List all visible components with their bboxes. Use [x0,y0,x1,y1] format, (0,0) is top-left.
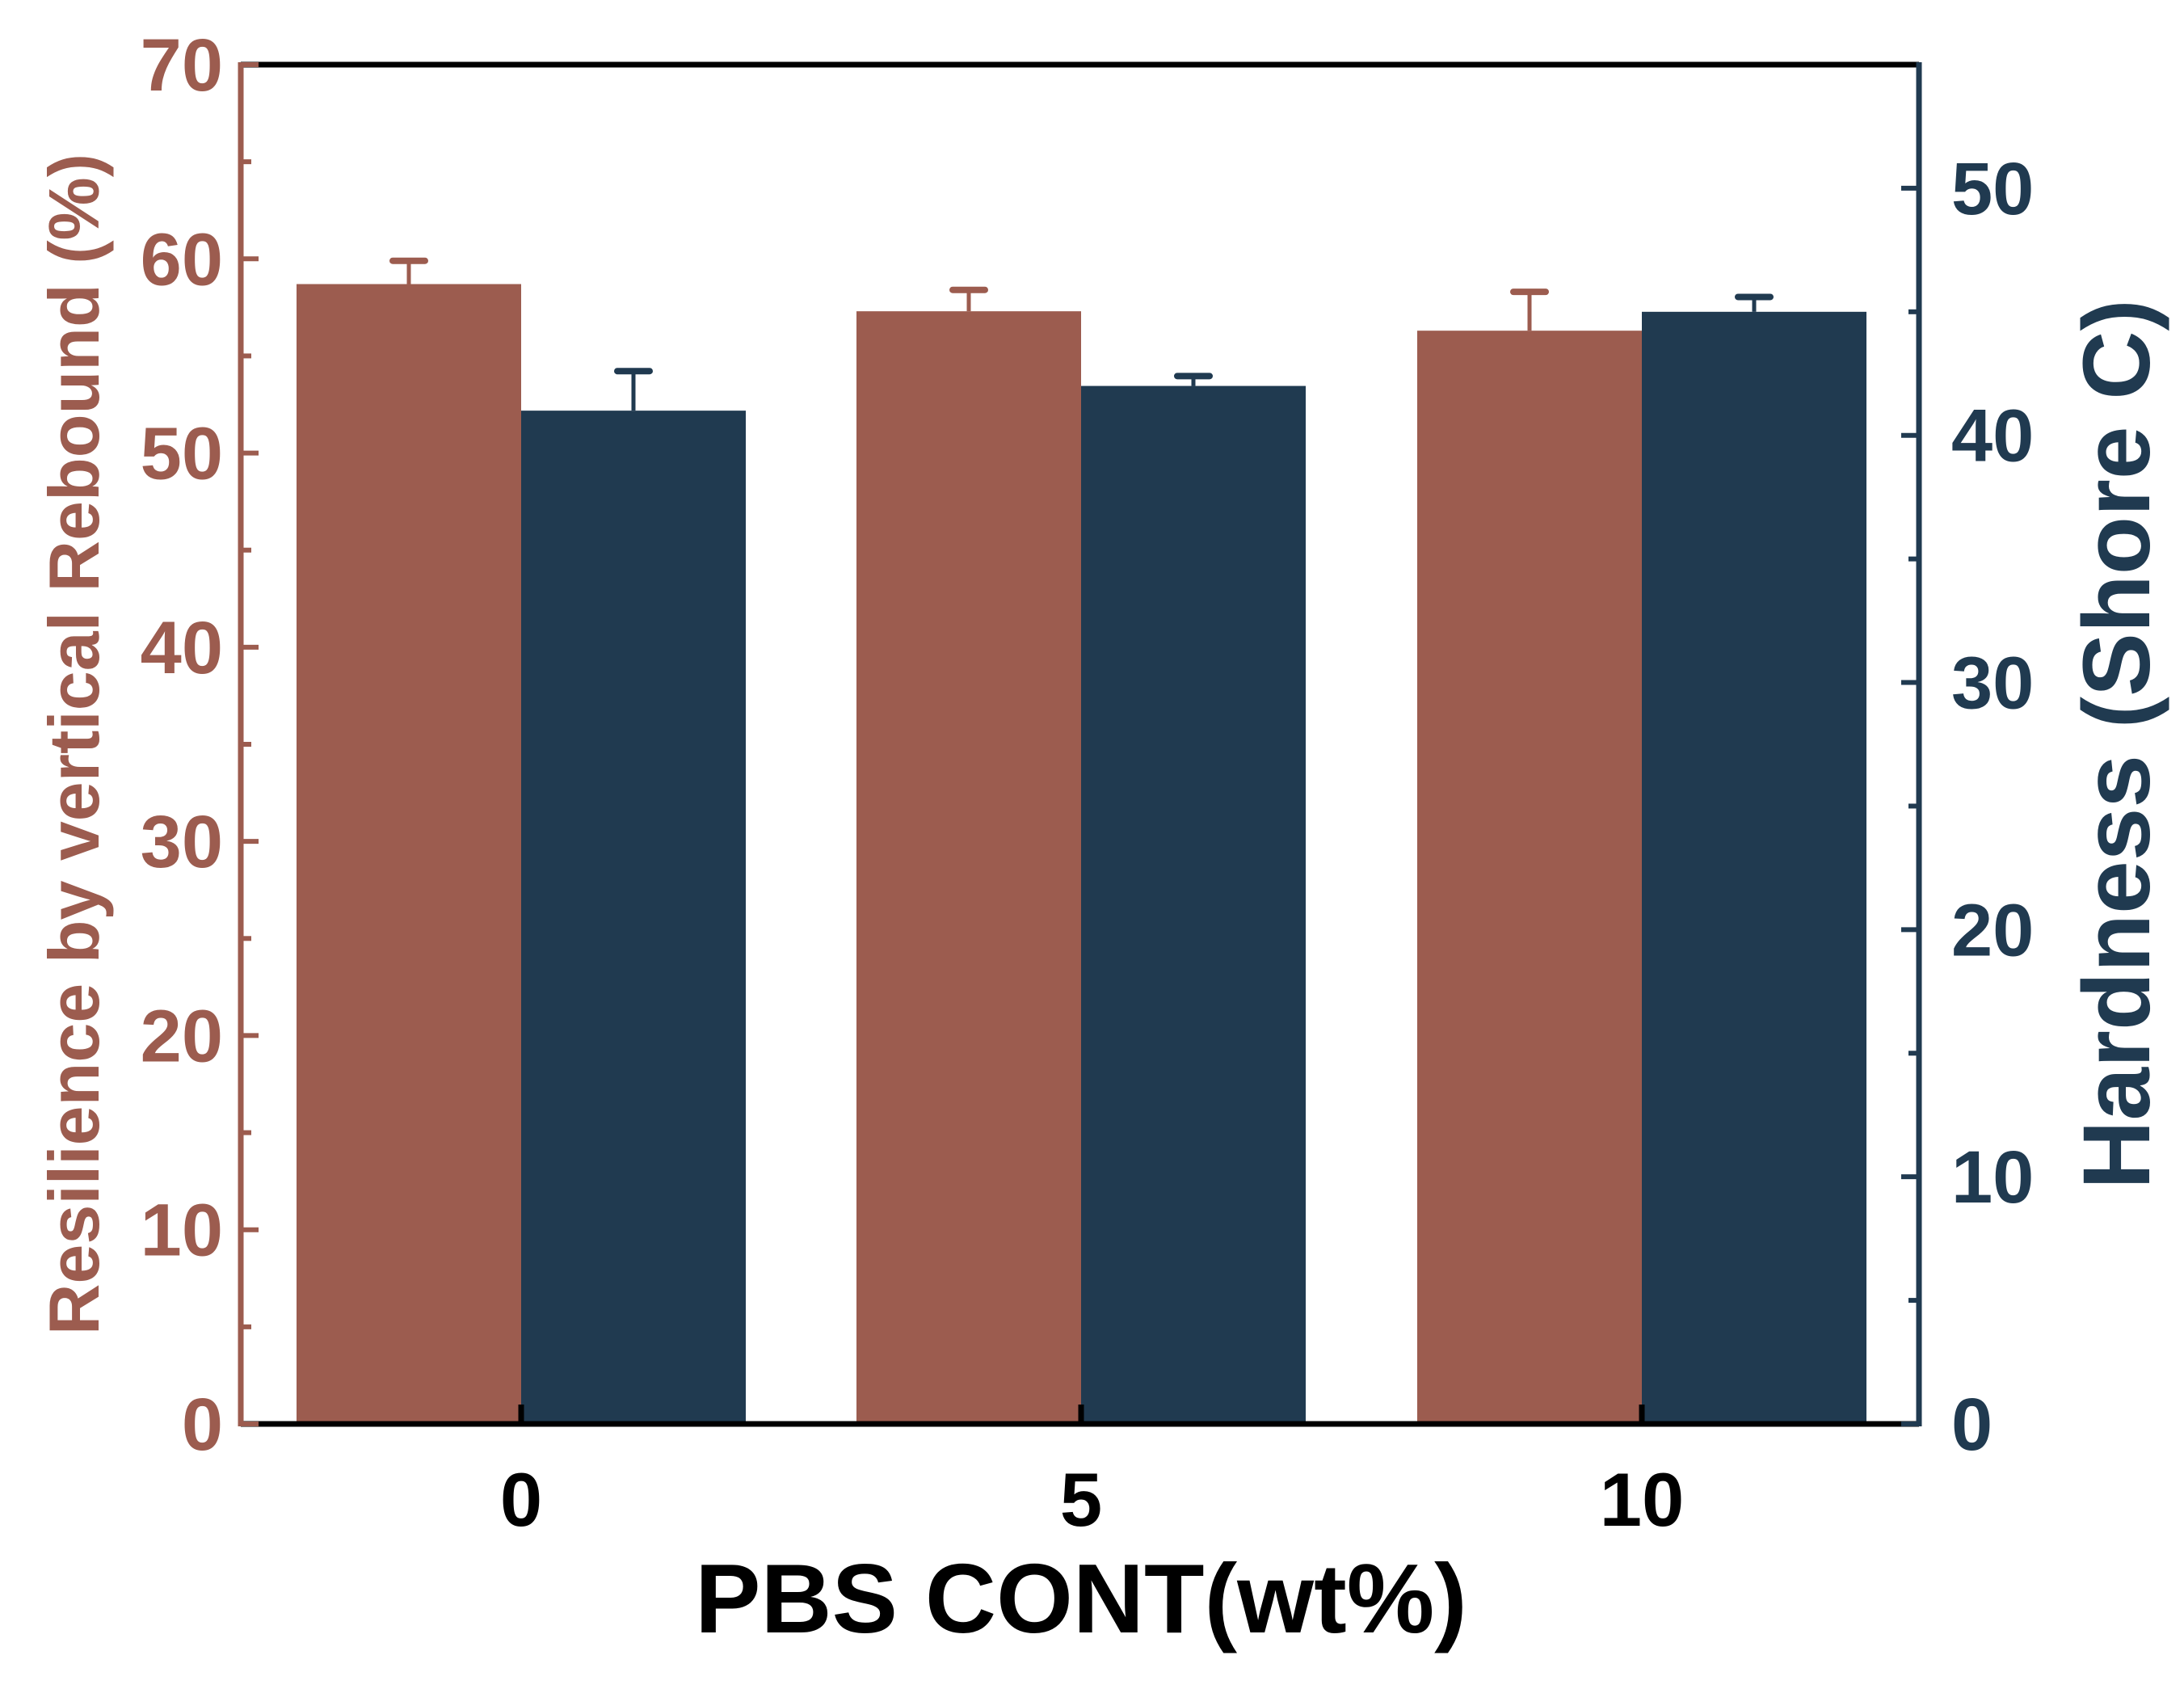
right-tick-label: 50 [1951,148,2034,230]
left-axis-title: Resilience by vertical Rebound (%) [34,154,114,1335]
bar-hardness-10 [1642,311,1866,1425]
bar-resilience-10 [1417,331,1642,1425]
left-tick-label: 50 [141,413,223,495]
right-tick-label: 30 [1951,642,2034,725]
left-tick-label: 10 [141,1190,223,1272]
right-tick-label: 20 [1951,889,2034,971]
labels-layer: Resilience by vertical Rebound (%) Hardn… [34,24,2170,1653]
x-tick-label-10: 10 [1600,1457,1685,1542]
left-tick-label: 0 [182,1384,223,1466]
x-tick-label-0: 0 [500,1457,542,1542]
x-tick-label-5: 5 [1060,1457,1102,1542]
x-axis-title: PBS CONT(wt%) [695,1544,1467,1653]
axes-layer [238,61,1922,1427]
left-tick-label: 70 [141,24,223,107]
bar-hardness-0 [521,411,746,1424]
right-tick-label: 10 [1951,1136,2034,1219]
right-tick-label: 0 [1951,1384,1993,1466]
bar-resilience-5 [856,311,1081,1425]
left-tick-label: 20 [141,995,223,1077]
left-tick-label: 30 [141,801,223,883]
bars-layer [297,257,1866,1425]
right-tick-label: 40 [1951,395,2034,478]
left-tick-label: 40 [141,607,223,689]
bar-resilience-0 [297,284,521,1425]
right-axis-title: Hardness (Shore C) [2064,299,2170,1190]
bar-hardness-5 [1081,385,1306,1425]
left-tick-label: 60 [141,218,223,301]
